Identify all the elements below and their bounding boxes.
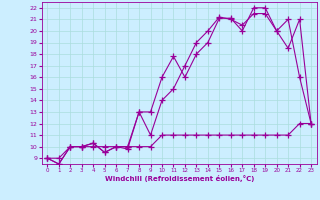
X-axis label: Windchill (Refroidissement éolien,°C): Windchill (Refroidissement éolien,°C) xyxy=(105,175,254,182)
